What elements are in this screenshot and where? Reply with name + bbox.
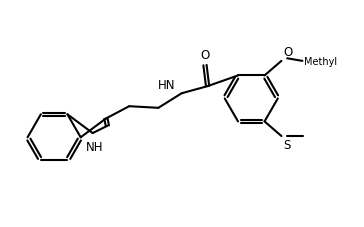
Text: O: O [200,49,210,62]
Text: HN: HN [158,78,176,91]
Text: S: S [283,138,290,151]
Text: NH: NH [86,141,103,153]
Text: O: O [283,46,292,59]
Text: Methyl: Methyl [304,57,337,67]
